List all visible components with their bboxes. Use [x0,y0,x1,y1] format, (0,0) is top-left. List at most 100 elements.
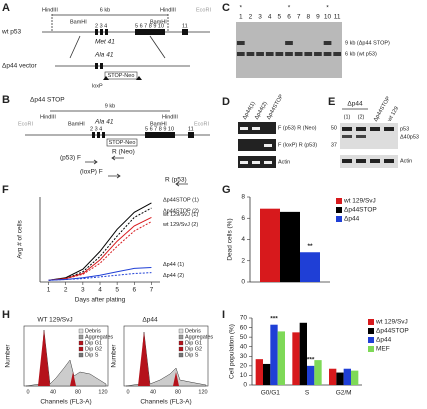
x-tick-label: 6 [132,287,136,294]
site: EcoRI [194,121,209,127]
group-label: Δp44 [347,101,363,108]
band [240,127,248,130]
legend-label: Δp44STOP (1) [163,197,199,203]
legend-label: wt 129/SvJ [375,319,408,326]
panel-label: G [222,184,231,196]
charts: Avg # of cells Days after plating 1 2 3 4 5 6 7 Δ… [17,194,409,397]
band-label: p53 [400,126,409,132]
legend-label: Debris [185,328,201,334]
primer: (loxP) F [80,169,103,176]
panel-e: Δp44 50 37 p53 Δ40p53 Actin (1) (2) Δp44ST… [331,95,419,168]
lane-label: 5 [278,14,282,21]
bar [300,252,320,282]
size: 9 kb [105,103,115,109]
swatch [178,352,184,358]
primer: R (Neo) [112,149,135,156]
exon-label: 2 3 4 [90,126,102,132]
y-tick-label: 20 [240,363,248,370]
legend-label: Dip S [185,352,199,358]
band [256,52,264,56]
band [370,159,380,163]
gel [238,139,276,151]
band [252,127,260,130]
tick-label: 80 [75,389,81,395]
y-label: Avg # of cells [17,219,24,258]
hist-title: WT 129/SvJ [37,317,72,324]
tick-label: 0 [126,389,129,395]
bar [343,368,351,385]
site: HindIII [42,7,58,13]
lane-label: 7 [297,14,301,21]
lane-label: 8 [306,14,310,21]
legend-swatch [336,207,342,213]
row-label: F (loxP) R (p53) [278,142,317,148]
site: BamHI [150,121,167,127]
panel-label: E [328,96,335,108]
annotation: *** [270,315,278,322]
exon [97,132,100,138]
swatch [178,328,184,334]
size: 6 kb [100,7,110,13]
swatch [78,352,84,358]
tick-label: 40 [50,389,56,395]
bar [299,322,307,385]
blot [340,155,398,168]
band [264,144,272,147]
stop-neo [106,138,138,147]
site: EcoRI [196,7,211,13]
legend-label: Δp44 (1) [163,262,184,268]
bar [280,211,300,282]
swatch [178,334,184,340]
bar [351,370,359,385]
mw: 37 [331,142,337,148]
bar [270,324,278,385]
site: BamHI [68,121,85,127]
band [356,159,366,163]
x-tick-label: 5 [115,287,119,294]
bar [307,365,315,385]
legend-label: Δp44STOP [376,328,409,335]
y-tick-label: 10 [240,372,248,379]
tick-label: 120 [98,389,107,395]
series-line [48,202,152,281]
label: Ala 41 [94,52,114,59]
site: BamHI [70,19,87,25]
label: STOP-Neo [108,73,135,79]
hist-title: Δp44 [142,317,158,324]
lane-label: 6 [287,14,291,21]
star: * [240,5,243,12]
legend-label: wt 129/SvJ (2) [162,222,198,228]
exon [182,29,188,35]
lane-label: Δp44STOP [266,93,285,120]
row-label: Actin [278,159,290,165]
legend-label: Dip G2 [185,346,202,352]
band [275,52,284,56]
x-tick-label: 4 [98,287,102,294]
band [252,161,260,164]
legend-label: Debris [85,328,101,334]
legend-swatch [368,319,374,325]
panel-label: F [2,184,9,196]
band [285,52,293,56]
panel-c: 9 kb (Δp44 STOP) 6 kb (wt p53) 1 * 2 3 4 5 6 * 7… [236,5,390,78]
band [356,127,366,131]
legend-label: Dip S [85,352,99,358]
stop-neo [104,71,138,80]
site: HindIII [40,114,56,120]
site: BamHI [150,19,167,25]
y-tick-label: 40 [240,343,248,350]
series-line [48,221,152,281]
tick-label: 80 [175,389,181,395]
y-label: Dead cells (%) [227,218,234,260]
x-tick-label: 1 [47,287,51,294]
exon [95,29,98,35]
band [314,52,322,56]
label: STOP-Neo [109,140,136,146]
legend-swatch [368,328,374,334]
band [384,159,394,163]
hist-peak [38,330,50,386]
legend-label: wt 129/SvJ (1) [162,212,198,218]
swatch [78,334,84,340]
primer-arrows [85,155,188,187]
